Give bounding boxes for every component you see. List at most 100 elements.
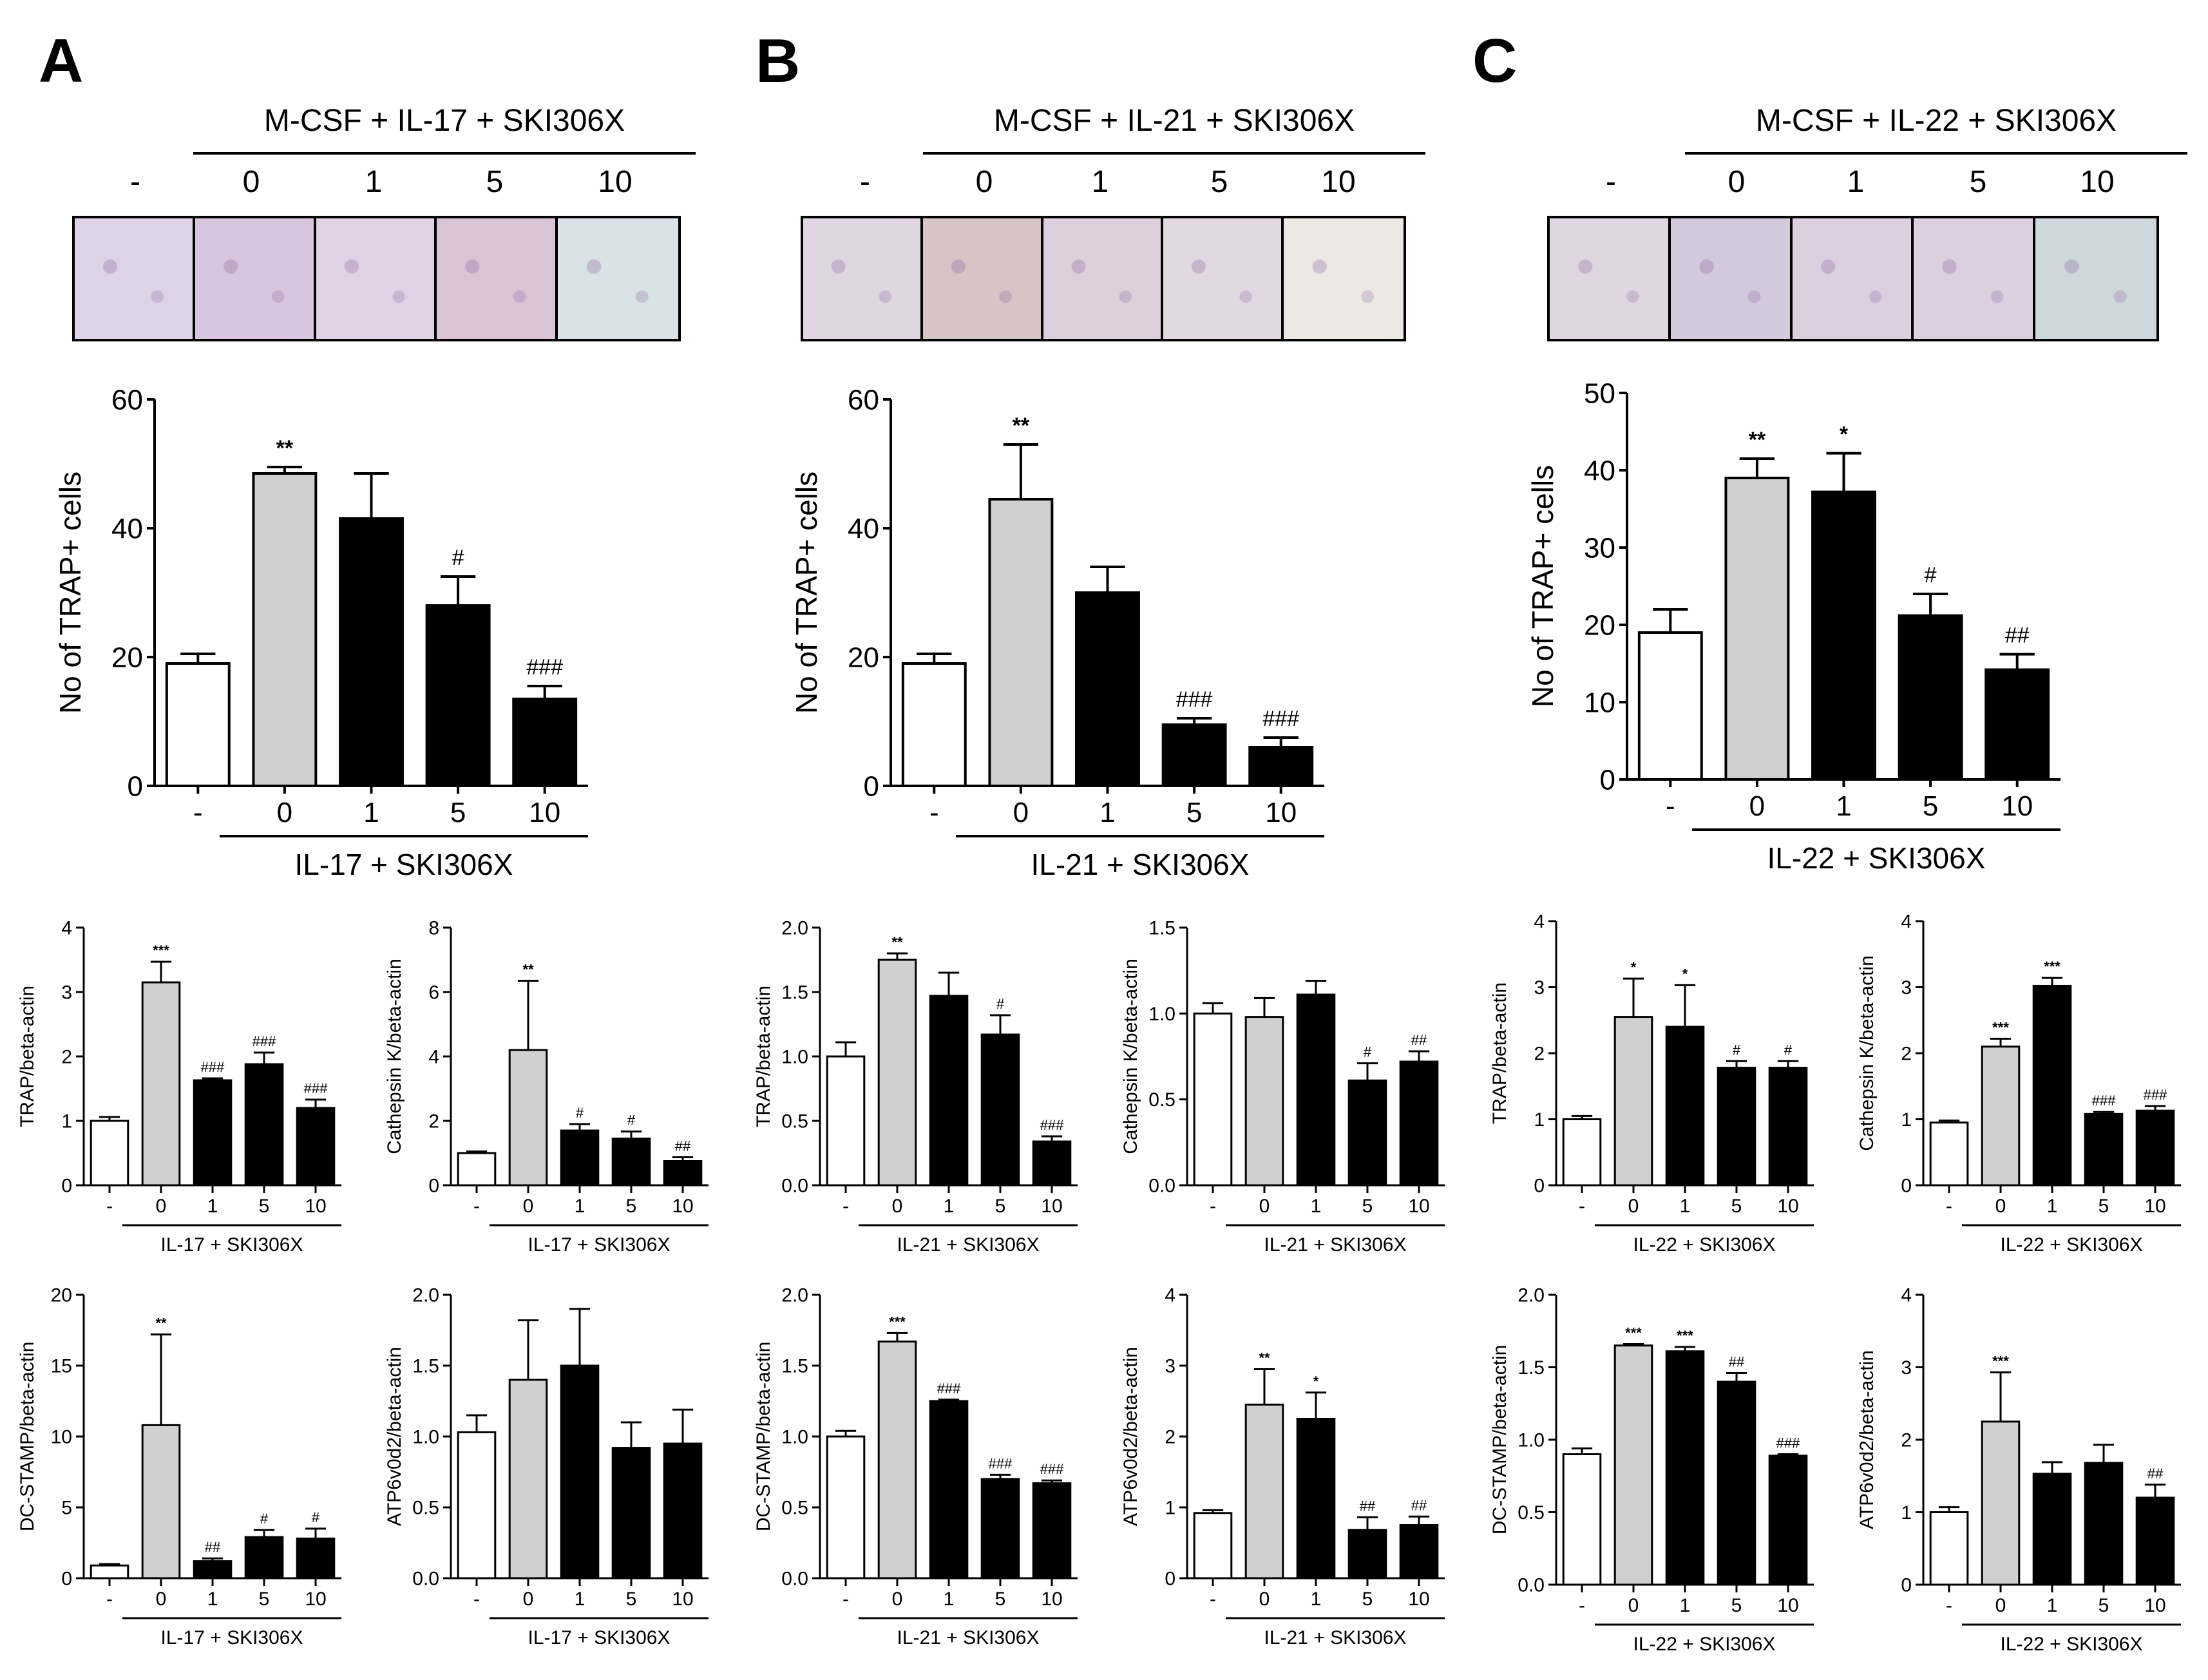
chart-C-trap-cells: 0 10 20 30 40 50 No of TRAP+ cells - ** 0 * 1 #5 ## 10… — [1526, 377, 2060, 875]
dose-header: - — [1606, 165, 1616, 199]
bar — [512, 698, 578, 787]
bar — [1399, 1524, 1439, 1580]
x-tick-label: - — [106, 1196, 113, 1217]
significance-label: # — [1925, 563, 1937, 587]
y-tick-label: 1 — [1901, 1109, 1912, 1131]
bar — [1613, 1344, 1653, 1586]
x-tick-label: 10 — [1265, 797, 1297, 828]
y-tick-label: 2 — [61, 1047, 72, 1068]
micrograph-tile — [557, 218, 678, 339]
bar — [929, 995, 969, 1187]
y-tick-label: 0 — [128, 770, 143, 802]
bar — [826, 1435, 866, 1580]
significance-label: # — [452, 546, 464, 570]
micrograph-tile — [1550, 218, 1671, 339]
bar — [1244, 1404, 1284, 1580]
significance-label: # — [312, 1509, 320, 1525]
y-tick-label: 0 — [864, 770, 879, 802]
micrograph-tile — [1914, 218, 2035, 339]
y-tick-label: 4 — [1534, 912, 1545, 933]
bar — [141, 981, 181, 1187]
y-tick-label: 20 — [1584, 609, 1615, 641]
x-tick-label: - — [473, 1196, 480, 1217]
y-tick-label: 0.5 — [412, 1498, 439, 1519]
bar — [2084, 1462, 2124, 1586]
bar — [1248, 746, 1314, 787]
micrograph-tile — [437, 218, 558, 339]
bar — [1562, 1118, 1602, 1187]
significance-label: ** — [1013, 414, 1030, 438]
y-tick-label: 0.5 — [781, 1111, 808, 1132]
significance-label: ### — [1176, 687, 1213, 712]
x-tick-label: 1 — [1311, 1196, 1322, 1217]
panel-label: C — [1472, 26, 1518, 95]
significance-label: *** — [1992, 1019, 2009, 1035]
significance-label: ### — [201, 1059, 225, 1075]
y-axis-label: No of TRAP+ cells — [790, 472, 823, 714]
x-tick-label: 1 — [363, 797, 379, 828]
y-tick-label: 4 — [428, 1047, 439, 1068]
x-tick-label: 5 — [626, 1196, 637, 1217]
bar — [1161, 723, 1227, 787]
bar — [244, 1063, 284, 1187]
dose-header: 5 — [1969, 165, 1987, 199]
bar — [1981, 1420, 2021, 1586]
x-axis-label: IL-22 + SKI306X — [1633, 1234, 1776, 1255]
y-axis-label: DC-STAMP/beta-actin — [17, 1342, 38, 1532]
bar — [2032, 1473, 2072, 1586]
chart-B-dcstamp: 0.0 0.5 1.0 1.5 2.0 DC-STAMP/beta-actin - *** 0 #… — [753, 1285, 1078, 1648]
y-tick-label: 1.0 — [412, 1427, 439, 1448]
significance-label: *** — [889, 1313, 906, 1330]
bar — [1244, 1016, 1284, 1187]
x-tick-label: 10 — [529, 797, 560, 828]
panel-b: B M-CSF + IL-21 + SKI306X - 0 1 5 10 0 20… — [736, 0, 1472, 1680]
bar — [2135, 1109, 2175, 1187]
x-axis-label: IL-17 + SKI306X — [161, 1234, 303, 1255]
bar — [457, 1152, 497, 1187]
x-tick-label: - — [1579, 1196, 1585, 1217]
y-tick-label: 20 — [51, 1285, 72, 1306]
chart-C-dcstamp: 0.0 0.5 1.0 1.5 2.0 DC-STAMP/beta-actin - *** 0 *… — [1489, 1285, 1814, 1655]
significance-label: ** — [1749, 428, 1766, 452]
x-tick-label: 1 — [1680, 1595, 1691, 1616]
significance-label: ## — [1411, 1497, 1427, 1513]
x-tick-label: 5 — [259, 1589, 270, 1610]
y-tick-label: 20 — [111, 642, 143, 673]
bar — [508, 1049, 548, 1187]
x-tick-label: 5 — [2099, 1595, 2109, 1616]
chart-A-dcstamp: 05101520DC-STAMP/beta-actin-**0##1#5#10I… — [17, 1285, 341, 1648]
bar — [1562, 1453, 1602, 1586]
treatment-line — [923, 152, 1425, 155]
y-tick-label: 1.5 — [781, 982, 808, 1004]
x-tick-label: 1 — [575, 1196, 585, 1217]
bar — [425, 604, 491, 787]
y-tick-label: 0.0 — [412, 1569, 439, 1590]
significance-label: *** — [1992, 1353, 2009, 1369]
y-tick-label: 0.5 — [1518, 1502, 1545, 1523]
bar — [141, 1424, 181, 1580]
y-tick-label: 3 — [1901, 1357, 1912, 1379]
y-tick-label: 0.5 — [781, 1498, 808, 1519]
x-tick-label: 10 — [1777, 1196, 1798, 1217]
y-tick-label: 40 — [111, 513, 143, 544]
y-tick-label: 3 — [61, 982, 72, 1004]
dose-header: 10 — [1321, 165, 1356, 199]
x-tick-label: - — [106, 1589, 113, 1610]
significance-label: # — [1733, 1042, 1741, 1058]
bar — [296, 1107, 336, 1187]
x-tick-label: 10 — [305, 1196, 326, 1217]
micrograph-tile — [195, 218, 316, 339]
chart-C-atp6v0d2: 0 1 2 3 4 ATP6v0d2/beta-actin - *** 0 1 5 ## 10IL-22… — [1856, 1285, 2181, 1655]
y-tick-label: 4 — [1165, 1285, 1175, 1306]
x-axis-label: IL-17 + SKI306X — [161, 1627, 303, 1648]
bar — [929, 1400, 969, 1580]
y-tick-label: 60 — [111, 384, 143, 415]
y-tick-label: 15 — [51, 1356, 72, 1377]
y-tick-label: 40 — [848, 513, 879, 544]
x-tick-label: 5 — [2099, 1196, 2109, 1217]
micrograph-tile — [1163, 218, 1284, 339]
panel-c: C M-CSF + IL-22 + SKI306X - 0 1 5 10 0 10… — [1472, 0, 2208, 1680]
bar — [611, 1138, 651, 1187]
bar — [1717, 1067, 1756, 1187]
x-tick-label: 1 — [1311, 1589, 1322, 1610]
